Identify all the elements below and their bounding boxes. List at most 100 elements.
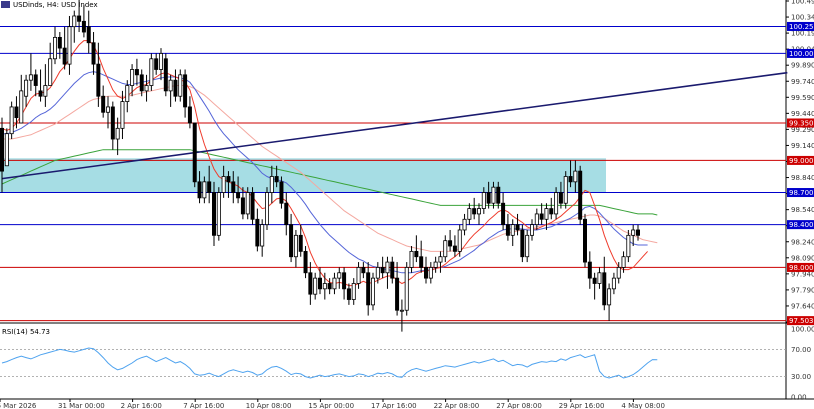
candle-body	[501, 202, 506, 226]
candle	[221, 165, 226, 198]
candle-body	[332, 277, 337, 290]
price-tick-label: 97.790	[791, 286, 814, 294]
price-tick-label: 99.590	[791, 94, 814, 102]
symbol-flag-icon	[1, 1, 10, 8]
candle-body	[269, 176, 274, 193]
rsi-tick-label: 30.00	[791, 373, 811, 381]
candle-body	[106, 106, 111, 113]
candle	[192, 122, 197, 188]
candle-body	[423, 267, 428, 279]
candle	[342, 267, 347, 300]
level-label: 99.350	[789, 119, 814, 127]
level-label-box	[787, 316, 814, 326]
rsi-pane: RSI(14) 54.73 100.00 70.00 30.00 0.00	[0, 326, 814, 402]
candle	[19, 74, 24, 124]
candle-body	[38, 90, 43, 97]
candle	[491, 181, 496, 209]
candle-body	[183, 74, 188, 108]
candle-body	[221, 176, 226, 193]
candle-body	[409, 250, 414, 268]
level-label: 98.400	[789, 221, 814, 229]
candle-body	[154, 58, 159, 70]
candle	[409, 246, 414, 273]
level-label-box	[787, 155, 814, 165]
candle-body	[53, 36, 58, 60]
candle-body	[303, 250, 308, 274]
level-label: 99.000	[789, 157, 814, 165]
candle-body	[192, 122, 197, 183]
candle-body	[327, 283, 332, 290]
candle	[110, 101, 115, 150]
candle	[303, 246, 308, 279]
candle-body	[592, 277, 597, 284]
candle	[279, 176, 284, 209]
candle	[433, 256, 438, 273]
candle	[476, 203, 481, 225]
candle	[337, 267, 342, 289]
time-tick-label: 7 Apr 16:00	[183, 402, 224, 409]
candle	[631, 224, 636, 247]
time-axis[interactable]: 26 Mar 2026 31 Mar 00:00 2 Apr 16:00 7 Apr …	[0, 399, 665, 409]
candle-body	[158, 53, 163, 70]
level-label-box	[787, 118, 814, 128]
candle-body	[187, 106, 192, 124]
candle-body	[168, 79, 173, 92]
candle-body	[496, 186, 501, 204]
candle	[356, 262, 361, 289]
candle	[515, 213, 520, 236]
candle-body	[481, 192, 486, 209]
rsi-title: RSI(14) 54.73	[2, 328, 50, 336]
price-tick-label: 98.840	[791, 174, 814, 182]
candle	[583, 213, 588, 268]
candle-body	[452, 245, 457, 252]
trendline[interactable]	[1, 71, 788, 180]
candle	[563, 171, 568, 209]
candle-body	[48, 58, 53, 86]
candle	[57, 32, 62, 59]
candle-body	[443, 240, 448, 258]
candle	[472, 197, 477, 220]
candle	[216, 187, 221, 241]
candle	[101, 85, 106, 118]
candle	[327, 278, 332, 295]
candle	[43, 64, 48, 107]
candle-body	[24, 79, 29, 97]
candle-body	[226, 176, 231, 183]
candle	[322, 272, 327, 300]
candle-body	[621, 256, 626, 268]
candle-body	[337, 272, 342, 279]
time-tick-label: 15 Apr 00:00	[308, 402, 354, 409]
candle-body	[602, 272, 607, 306]
candle	[308, 262, 313, 305]
candle-body	[530, 224, 535, 236]
candle	[611, 272, 616, 295]
candle	[346, 283, 351, 305]
candle-body	[139, 74, 144, 92]
candle-body	[346, 288, 351, 300]
trendline-segment[interactable]	[1, 71, 788, 180]
candle-body	[317, 277, 322, 290]
candle	[452, 235, 457, 257]
candle-body	[375, 267, 380, 279]
candle	[24, 74, 29, 107]
candle-body	[385, 261, 390, 274]
candle	[168, 74, 173, 107]
candle	[77, 0, 82, 33]
candle-body	[390, 261, 395, 279]
candle	[428, 262, 433, 284]
candle	[255, 208, 260, 252]
candle-body	[467, 208, 472, 220]
time-tick-label: 2 Apr 16:00	[121, 402, 162, 409]
candle-body	[207, 181, 212, 193]
candle-body	[33, 74, 38, 86]
candle-body	[77, 15, 82, 22]
candle	[549, 197, 554, 220]
candle-body	[520, 229, 525, 258]
candle	[414, 235, 419, 263]
candle	[587, 251, 592, 289]
rsi-tick-label: 0.00	[791, 394, 807, 402]
candle	[496, 181, 501, 209]
candle	[375, 262, 380, 284]
candle	[607, 283, 612, 321]
